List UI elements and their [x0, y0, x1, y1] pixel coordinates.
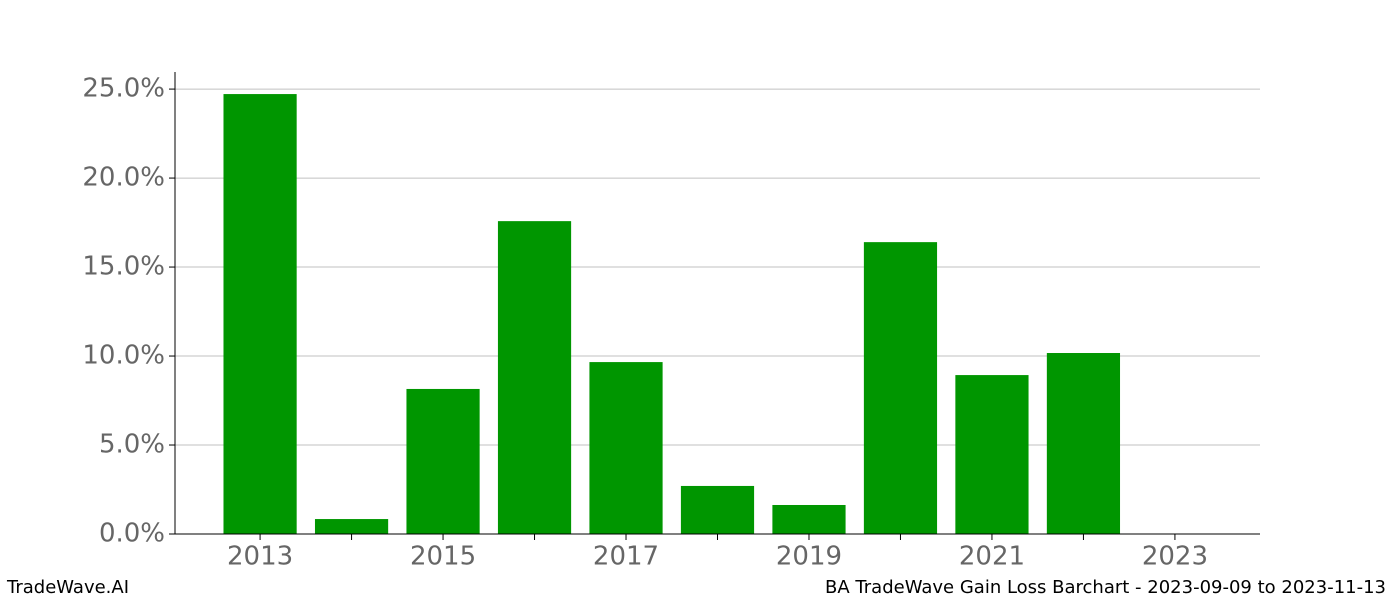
- y-tick-label: 10.0%: [82, 341, 165, 371]
- footer-left: TradeWave.AI: [6, 577, 129, 598]
- bar: [589, 362, 663, 534]
- bar: [863, 242, 938, 534]
- x-tick-label: 2021: [959, 542, 1025, 572]
- y-tick-label: 5.0%: [99, 430, 165, 460]
- bar: [680, 485, 755, 534]
- y-tick-label: 15.0%: [82, 252, 165, 282]
- y-tick-label: 0.0%: [99, 519, 165, 549]
- x-tick-label: 2019: [776, 542, 842, 572]
- y-tick-label: 20.0%: [82, 163, 165, 193]
- bar: [497, 221, 572, 534]
- bar: [314, 519, 389, 534]
- bar: [223, 94, 297, 534]
- bar: [772, 504, 846, 534]
- x-tick-label: 2013: [227, 542, 293, 572]
- bar: [955, 375, 1029, 534]
- y-tick-label: 25.0%: [82, 74, 165, 104]
- x-tick-label: 2017: [593, 542, 659, 572]
- x-tick-label: 2015: [410, 542, 476, 572]
- bar: [1046, 353, 1121, 534]
- x-tick-label: 2023: [1142, 542, 1208, 572]
- bar: [406, 388, 480, 534]
- footer-right: BA TradeWave Gain Loss Barchart - 2023-0…: [825, 577, 1386, 598]
